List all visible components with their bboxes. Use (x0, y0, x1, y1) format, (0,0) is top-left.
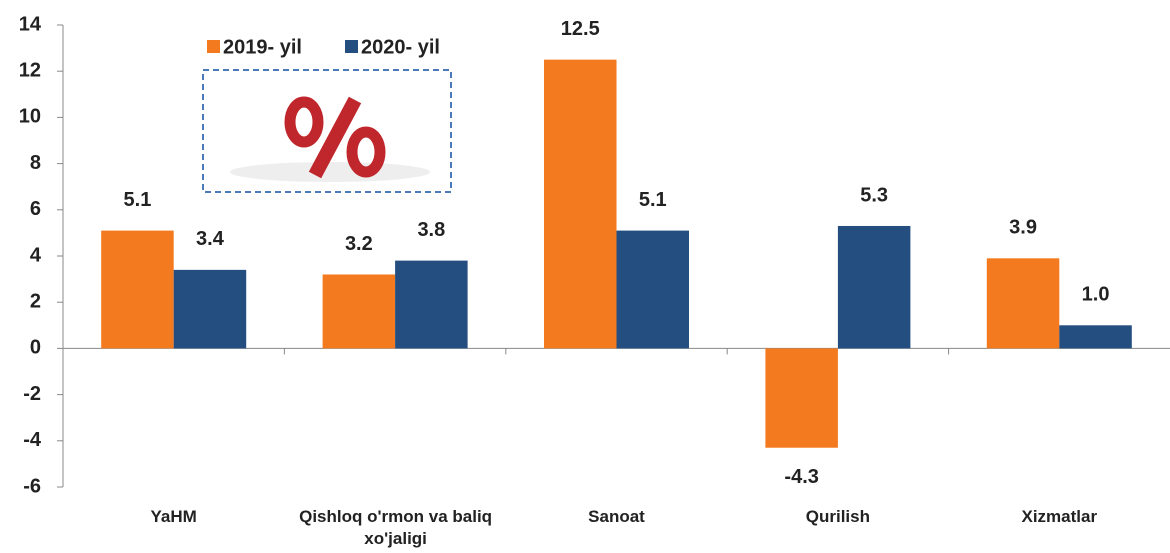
value-label: 3.8 (417, 219, 445, 241)
bar (101, 231, 174, 349)
bar (765, 348, 838, 447)
page: -6 -4 -2 0 2 4 6 8 10 12 14 5.1 3.4 3.2 3.8 12.5 5.1 -4.3… (0, 0, 1170, 553)
legend-swatch (207, 40, 220, 53)
bar (174, 270, 247, 349)
bar (987, 258, 1060, 348)
bar (1059, 325, 1132, 348)
y-tick-label: 10 (19, 106, 41, 128)
value-label: 5.1 (124, 189, 152, 211)
legend-label: 2019- yil (223, 36, 302, 58)
value-label: 1.0 (1082, 284, 1110, 306)
x-tick-label: Sanoat (502, 506, 732, 528)
value-label: 3.4 (196, 228, 225, 250)
chart: -6 -4 -2 0 2 4 6 8 10 12 14 5.1 3.4 3.2 3.8 12.5 5.1 -4.3… (0, 0, 1170, 553)
legend-swatch (345, 40, 358, 53)
value-label: 12.5 (561, 18, 600, 40)
y-tick-label: 8 (30, 152, 41, 174)
percent-circle (290, 102, 318, 142)
y-tick-label: -4 (23, 429, 42, 451)
value-label: 5.1 (639, 189, 667, 211)
value-label: -4.3 (784, 466, 818, 488)
x-tick-label: YaHM (59, 506, 289, 528)
x-tick-label: Qishloq o'rmon va baliq xo'jaligi (288, 506, 503, 550)
shadow (230, 162, 430, 182)
y-tick-label: 4 (30, 244, 42, 266)
y-tick-label: -2 (23, 383, 41, 405)
bar (395, 261, 468, 349)
picture-box (203, 70, 451, 192)
y-tick-label: 14 (19, 13, 42, 35)
bar (838, 226, 911, 348)
legend-label: 2020- yil (361, 36, 440, 58)
y-tick-label: 2 (30, 290, 41, 312)
y-tick-label: 12 (19, 59, 41, 81)
bar (544, 60, 617, 349)
bar (323, 274, 396, 348)
value-label: 3.9 (1009, 217, 1037, 239)
y-tick-label: 6 (30, 198, 41, 220)
y-tick-label: 0 (30, 337, 41, 359)
value-label: 3.2 (345, 233, 373, 255)
value-label: 5.3 (860, 184, 888, 206)
y-tick-label: -6 (23, 475, 41, 497)
x-tick-label: Xizmatlar (944, 506, 1170, 528)
x-tick-label: Qurilish (723, 506, 953, 528)
bar (617, 231, 690, 349)
